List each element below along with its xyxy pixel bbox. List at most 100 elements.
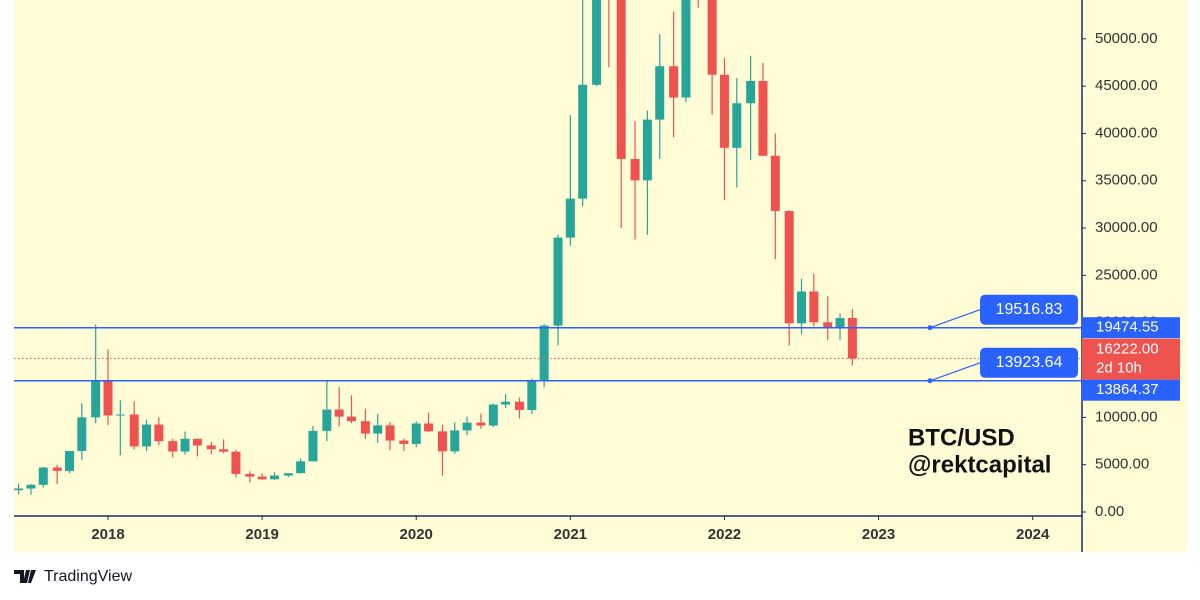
callout-point [927,325,933,331]
candle-body [630,158,640,181]
x-tick-label: 2022 [708,526,741,543]
y-tick-label: 30000.00 [1095,219,1158,236]
candle-body [142,424,152,447]
level-label-box [1082,379,1180,401]
x-tick-label: 2024 [1016,526,1050,543]
candle-body [373,425,383,434]
plot-area [14,0,857,495]
annotation: BTC/USD [908,424,1015,451]
candle-body [115,414,125,416]
candle-body [334,409,344,417]
level-label: 19474.55 [1096,319,1159,336]
candle-body [823,322,833,329]
candle-body [38,467,48,485]
candle-body [424,423,434,432]
candle-body [746,81,756,104]
candle-body [835,317,845,329]
callout-label: 19516.83 [996,301,1063,318]
annotation: @rektcapital [908,451,1051,478]
chart-background [14,0,1187,552]
y-tick-label: 10000.00 [1095,408,1158,425]
y-tick-label: 25000.00 [1095,266,1158,283]
candle-body [257,476,267,480]
candle-body [565,198,575,238]
candle-body [592,0,602,85]
callout-label: 13923.64 [996,354,1063,371]
candle-body [103,380,113,416]
candle-body [26,484,36,489]
callout-point [927,378,933,384]
candle-body [758,81,768,156]
candle-body [719,74,729,148]
current-price-box [1082,338,1180,380]
brand-name: TradingView [44,568,132,585]
candle-body [847,317,857,359]
candle-body [168,441,178,452]
candle-body [462,422,472,431]
candle-body [296,461,306,474]
candle-body [578,84,588,199]
y-tick-label: 40000.00 [1095,124,1158,141]
y-tick-label: 5000.00 [1095,456,1149,473]
candle-body [539,325,549,382]
candle-body [616,0,626,159]
callout-line [929,362,981,382]
candle-body [642,119,652,181]
x-tick-label: 2023 [862,526,895,543]
candle-body [269,475,279,480]
candle-body [797,291,807,324]
level-label: 13864.37 [1096,381,1159,398]
candle-body [77,417,87,451]
candle-body [347,416,357,422]
candle-body [64,450,74,471]
x-tick-label: 2021 [554,526,587,543]
candle-body [527,381,537,410]
candle-body [501,401,511,405]
y-tick-label: 45000.00 [1095,77,1158,94]
candle-body [476,422,486,426]
candle-body [154,424,164,442]
candle-body [14,488,24,491]
candle-body [732,103,742,148]
candle-body [707,0,717,75]
candle-body [52,467,62,471]
candle-body [192,438,202,446]
candle-body [245,473,255,477]
candle-body [231,451,241,474]
x-tick-label: 2020 [400,526,433,543]
candle-body [784,211,794,324]
candle-body [809,291,819,323]
candle-body [219,449,229,452]
candle-body [437,431,447,452]
candle-body [655,66,665,120]
level-label-box [1082,317,1180,339]
callout-line [929,309,981,329]
candle-body [308,430,318,462]
x-tick-label: 2018 [91,526,124,543]
candle-body [553,237,563,326]
countdown-label: 2d 10h [1096,360,1142,377]
candle-body [488,404,498,426]
candle-body [206,445,216,450]
candle-body [385,425,395,441]
y-tick-label: 0.00 [1095,503,1124,520]
candle-body [514,401,524,410]
candle-body [411,423,421,444]
candle-body [681,0,691,98]
candle-body [322,409,332,431]
candle-body [180,438,190,452]
candle-body [91,380,101,418]
brand-logo: TradingView [14,568,132,585]
callout-box [980,294,1078,325]
candle-body [360,421,370,434]
x-tick-label: 2019 [245,526,278,543]
candle-body [399,440,409,444]
candle-body [283,473,293,476]
callout-box [980,347,1078,378]
candle-body [450,430,460,452]
current-price-label: 16222.00 [1096,341,1159,358]
candle-body [129,414,139,447]
y-tick-label: 35000.00 [1095,172,1158,189]
candle-body [770,155,780,212]
